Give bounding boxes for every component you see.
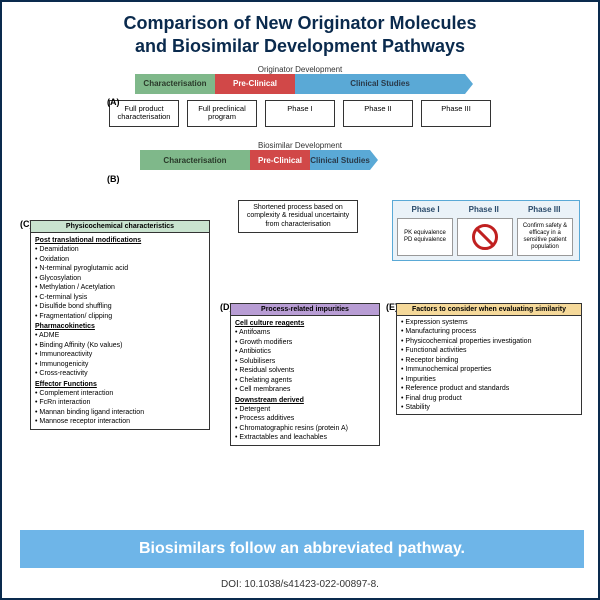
box-p3: Phase III — [421, 100, 491, 127]
li: • Complement interaction — [35, 389, 205, 398]
bio-chev-clin: Clinical Studies — [310, 150, 370, 170]
li: • Solubilisers — [235, 357, 375, 366]
pd-g1: Cell culture reagents — [235, 319, 375, 328]
bio-chev-char: Characterisation — [140, 150, 250, 170]
li: • ADME — [35, 331, 205, 340]
li: • Binding Affinity (Kᴅ values) — [35, 341, 205, 350]
page-title: Comparison of New Originator Molecules a… — [2, 2, 598, 63]
panel-d-list: Cell culture reagents • Antifoams • Grow… — [231, 316, 379, 445]
li: • N-terminal pyroglutamic acid — [35, 264, 205, 273]
phase-cells: PK equivalence PD equivalence Confirm sa… — [397, 218, 575, 256]
li: • Expression systems — [401, 318, 577, 327]
orig-boxes: Full product characterisation Full precl… — [2, 100, 598, 127]
li: • Process additives — [235, 414, 375, 423]
li: • Functional activities — [401, 346, 577, 355]
title-line1: Comparison of New Originator Molecules — [22, 12, 578, 35]
box-p1: Phase I — [265, 100, 335, 127]
li: • Cross-reactivity — [35, 369, 205, 378]
li: • FcRn interaction — [35, 398, 205, 407]
li: • Final drug product — [401, 394, 577, 403]
li: • Reference product and standards — [401, 384, 577, 393]
pc-g2: Pharmacokinetics — [35, 322, 205, 331]
panel-e-hdr: Factors to consider when evaluating simi… — [397, 304, 581, 316]
ph1: Phase I — [412, 205, 440, 214]
shortened-process-box: Shortened process based on complexity & … — [238, 200, 358, 233]
chev-clinical: Clinical Studies — [295, 74, 465, 94]
li: • C-terminal lysis — [35, 293, 205, 302]
panel-e-list: • Expression systems • Manufacturing pro… — [397, 316, 581, 414]
li: • Methylation / Acetylation — [35, 283, 205, 292]
pc-g1: Post translational modifications — [35, 236, 205, 245]
banner: Biosimilars follow an abbreviated pathwa… — [20, 530, 584, 568]
doi: DOI: 10.1038/s41423-022-00897-8. — [2, 579, 598, 590]
box-fullpre: Full preclinical program — [187, 100, 257, 127]
chev-preclinical: Pre-Clinical — [215, 74, 295, 94]
li: • Residual solvents — [235, 366, 375, 375]
li: • Deamidation — [35, 245, 205, 254]
li: • Physicochemical properties investigati… — [401, 337, 577, 346]
box-fullchar: Full product characterisation — [109, 100, 179, 127]
li: • Receptor binding — [401, 356, 577, 365]
orig-dev-label: Originator Development — [2, 65, 598, 74]
panel-c-hdr: Physicochemical characteristics — [31, 221, 209, 233]
box-p2: Phase II — [343, 100, 413, 127]
li: • Antibiotics — [235, 347, 375, 356]
phase-headers: Phase I Phase II Phase III — [397, 205, 575, 214]
li: • Stability — [401, 403, 577, 412]
li: • Disulfide bond shuffling — [35, 302, 205, 311]
li: • Immunochemical properties — [401, 365, 577, 374]
li: • Immunogenicity — [35, 360, 205, 369]
ph2: Phase II — [469, 205, 499, 214]
panel-d-hdr: Process-related impurities — [231, 304, 379, 316]
phase-cell-2 — [457, 218, 513, 256]
marker-a: (A) — [107, 97, 120, 107]
pd-g2: Downstream derived — [235, 396, 375, 405]
li: • Mannan binding ligand interaction — [35, 408, 205, 417]
title-line2: and Biosimilar Development Pathways — [22, 35, 578, 58]
ph3: Phase III — [528, 205, 560, 214]
li: • Immunoreactivity — [35, 350, 205, 359]
li: • Growth modifiers — [235, 338, 375, 347]
li: • Chromatographic resins (protein A) — [235, 424, 375, 433]
panel-e: Factors to consider when evaluating simi… — [396, 303, 582, 415]
bio-dev-label: Biosimilar Development — [2, 141, 598, 150]
li: • Fragmentation/ clipping — [35, 312, 205, 321]
li: • Antifoams — [235, 328, 375, 337]
li: • Impurities — [401, 375, 577, 384]
li: • Glycosylation — [35, 274, 205, 283]
li: • Oxidation — [35, 255, 205, 264]
li: • Cell membranes — [235, 385, 375, 394]
phase-cell-3: Confirm safety & efficacy in a sensitive… — [517, 218, 573, 256]
biosimilar-section: Biosimilar Development Characterisation … — [2, 141, 598, 170]
panel-c-list: Post translational modifications • Deami… — [31, 233, 209, 429]
li: • Extractables and leachables — [235, 433, 375, 442]
li: • Manufacturing process — [401, 327, 577, 336]
originator-section: Originator Development Characterisation … — [2, 65, 598, 127]
pc-g3: Effector Functions — [35, 380, 205, 389]
bio-chev-pre: Pre-Clinical — [250, 150, 310, 170]
phase-cell-1: PK equivalence PD equivalence — [397, 218, 453, 256]
bio-chevrons: Characterisation Pre-Clinical Clinical S… — [0, 150, 598, 170]
li: • Detergent — [235, 405, 375, 414]
li: • Mannose receptor interaction — [35, 417, 205, 426]
orig-chevrons: Characterisation Pre-Clinical Clinical S… — [2, 74, 598, 94]
phase-box: Phase I Phase II Phase III PK equivalenc… — [392, 200, 580, 261]
panel-d: Process-related impurities Cell culture … — [230, 303, 380, 446]
li: • Chelating agents — [235, 376, 375, 385]
marker-b: (B) — [107, 174, 120, 184]
chev-characterisation: Characterisation — [135, 74, 215, 94]
no-icon — [472, 224, 498, 250]
panel-c: Physicochemical characteristics Post tra… — [30, 220, 210, 430]
